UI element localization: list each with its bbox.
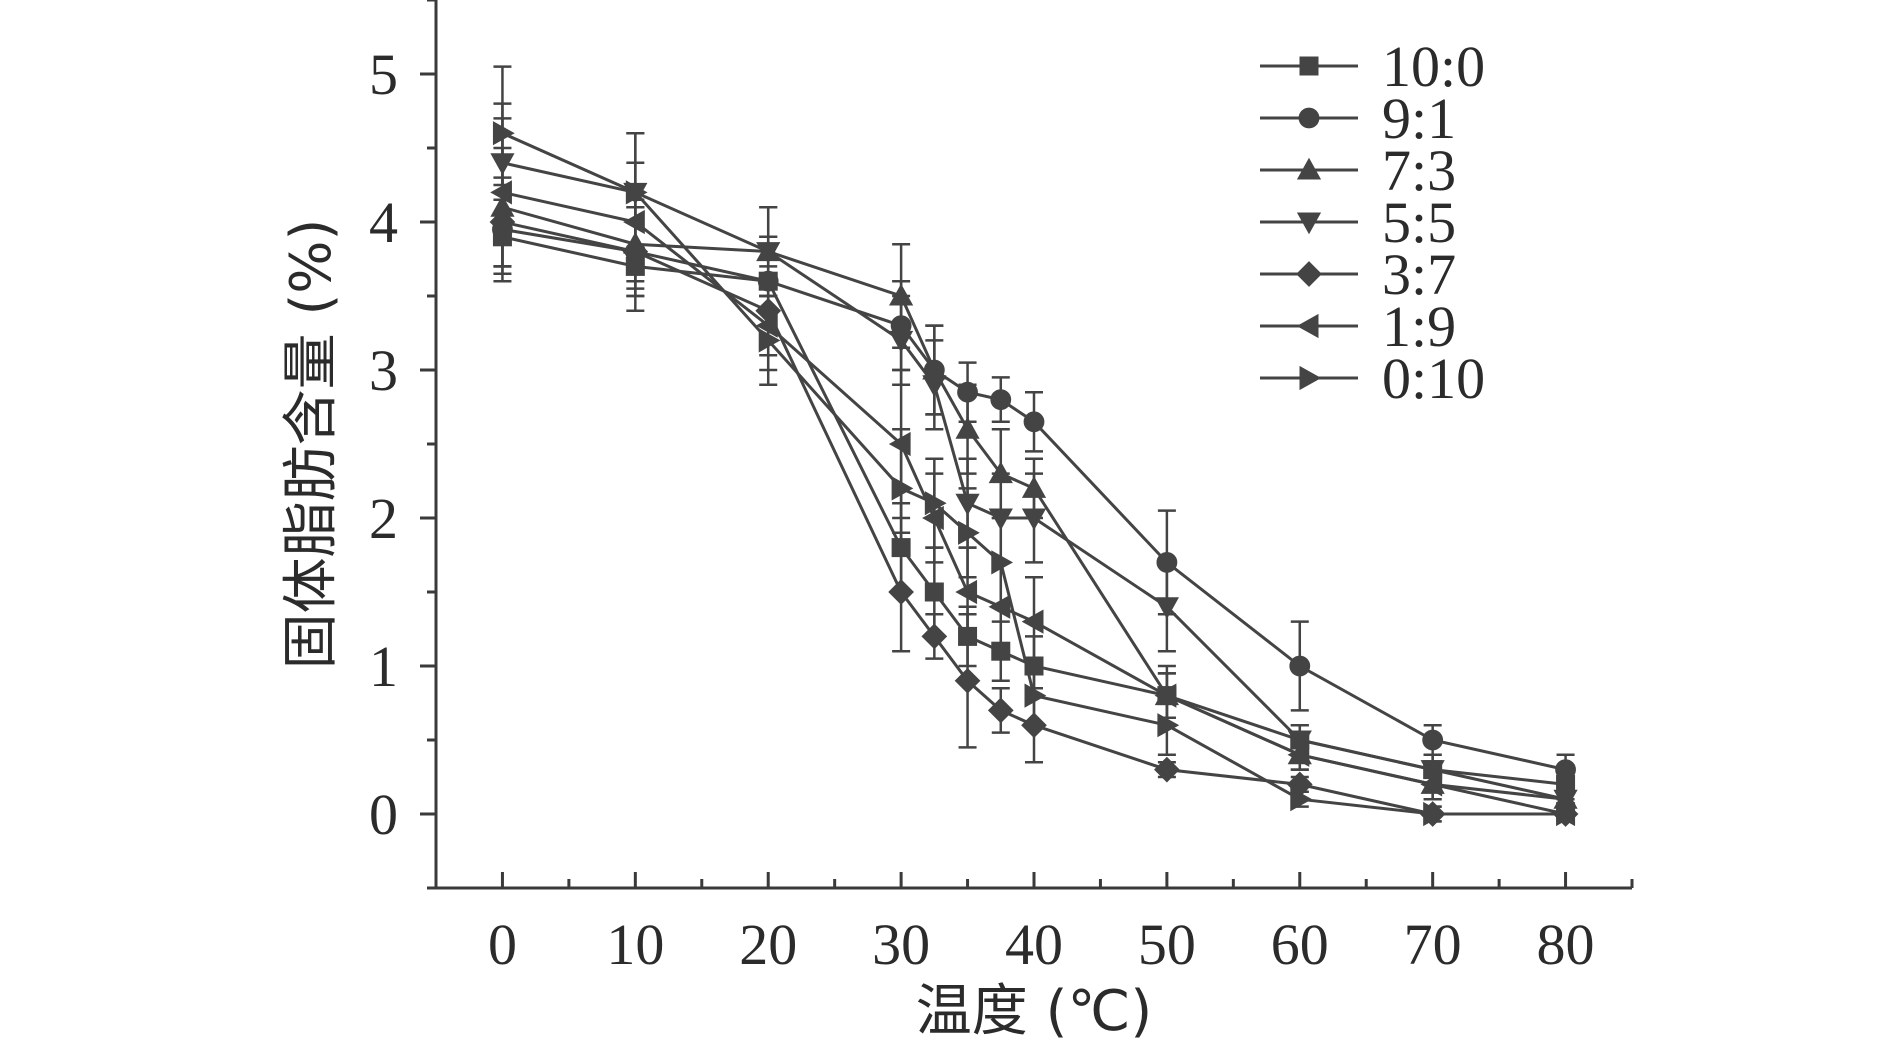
data-point [758,328,781,353]
data-point [756,242,781,264]
series-layer [489,65,1579,827]
legend-label: 5:5 [1382,190,1456,255]
data-point [955,416,980,439]
data-point [1555,759,1576,780]
data-point [1021,609,1044,634]
y-tick-label: 2 [369,486,398,551]
legend-marker [1299,56,1319,76]
x-axis-title: 温度 (℃) [916,979,1152,1044]
data-point [1290,787,1313,812]
data-point [1157,713,1180,738]
data-point [1289,655,1311,677]
data-point [991,550,1014,575]
data-point [987,697,1014,724]
legend-label: 10:0 [1382,34,1485,99]
data-point [891,476,914,501]
y-tick-label: 3 [369,338,398,403]
legend-label: 1:9 [1382,294,1456,359]
legend-marker [1299,365,1322,391]
data-point [1021,508,1047,531]
legend-item: 9:1 [1260,86,1456,151]
legend-item: 0:10 [1260,346,1485,411]
series-line [502,227,1566,772]
series-line [502,161,1566,801]
series-line [501,131,1566,816]
series-1-9 [490,117,1576,827]
data-point [954,667,981,694]
x-tick-label: 60 [1271,912,1329,977]
data-point [922,375,947,398]
x-tick-label: 20 [739,912,797,977]
legend: 10:09:17:35:53:71:90:10 [1260,34,1485,411]
legend-marker [1296,157,1322,180]
data-point [1287,742,1310,767]
legend-item: 7:3 [1260,138,1456,203]
x-tick-label: 40 [1005,912,1063,977]
data-point [921,623,948,650]
data-point [1556,801,1578,827]
y-tick-label: 5 [369,42,398,107]
data-point [1023,411,1045,433]
legend-item: 3:7 [1260,242,1456,307]
data-point [1422,729,1444,751]
data-point [1423,801,1445,827]
legend-item: 5:5 [1260,190,1456,255]
y-tick-label: 4 [369,190,398,255]
series-0-10 [492,65,1578,827]
legend-marker [1296,212,1322,235]
x-tick-label: 50 [1138,912,1196,977]
x-tick-label: 80 [1537,912,1595,977]
data-point [955,579,978,605]
legend-label: 0:10 [1382,346,1485,411]
data-point [1154,597,1179,620]
x-tick-label: 30 [872,912,930,977]
legend-marker [1298,107,1320,129]
y-tick-label: 1 [369,634,398,699]
data-point [492,121,515,146]
legend-marker [1296,261,1322,287]
legend-label: 7:3 [1382,138,1456,203]
legend-item: 1:9 [1260,294,1456,359]
legend-label: 9:1 [1382,86,1456,151]
legend-item: 10:0 [1260,34,1485,99]
data-point [625,180,648,205]
data-point [1420,772,1443,797]
x-tick-label: 70 [1404,912,1462,977]
x-tick-label: 10 [606,912,664,977]
data-point [888,579,914,605]
data-point [924,491,947,516]
data-point [889,330,914,353]
data-point [1024,683,1047,708]
legend-label: 3:7 [1382,242,1456,307]
data-point [958,520,980,545]
data-point [924,582,944,602]
data-point [1553,789,1578,812]
y-tick-label: 0 [369,782,398,847]
data-point [1154,756,1180,783]
y-axis-title: 固体脂肪含量 (%) [279,219,344,670]
x-tick-label: 0 [488,912,517,977]
series-line [502,190,1566,816]
legend-marker [1296,313,1319,339]
data-point [990,389,1012,411]
series-line [502,220,1566,816]
